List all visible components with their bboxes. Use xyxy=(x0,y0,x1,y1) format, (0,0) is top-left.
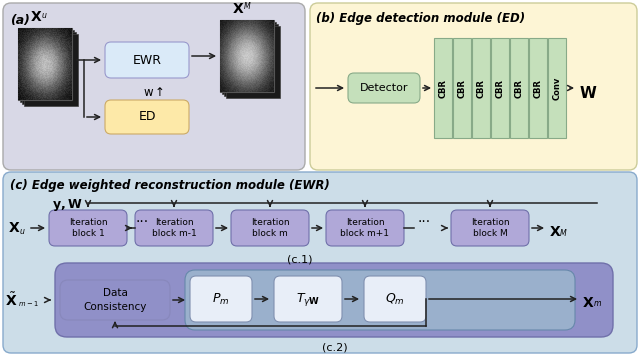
Bar xyxy=(510,38,528,138)
Bar xyxy=(548,38,566,138)
FancyBboxPatch shape xyxy=(60,280,170,320)
Text: CBR: CBR xyxy=(477,79,486,98)
FancyBboxPatch shape xyxy=(105,42,189,78)
Bar xyxy=(222,22,276,94)
Bar xyxy=(20,30,74,102)
FancyBboxPatch shape xyxy=(310,3,637,170)
Text: $Q_m$: $Q_m$ xyxy=(385,292,405,307)
Text: $P_m$: $P_m$ xyxy=(212,292,230,307)
FancyBboxPatch shape xyxy=(49,210,127,246)
Text: CBR: CBR xyxy=(534,79,543,98)
Text: Data
Consistency: Data Consistency xyxy=(83,288,147,312)
Text: Iteration
block 1: Iteration block 1 xyxy=(68,218,108,239)
Text: $\mathbf{X}$: $\mathbf{X}$ xyxy=(232,2,244,16)
FancyBboxPatch shape xyxy=(3,172,637,353)
Text: Iteration
block m: Iteration block m xyxy=(251,218,289,239)
Text: $\mathbf{X}$: $\mathbf{X}$ xyxy=(549,225,561,239)
FancyBboxPatch shape xyxy=(326,210,404,246)
Bar xyxy=(24,34,78,106)
Text: $\tilde{\mathbf{X}}$: $\tilde{\mathbf{X}}$ xyxy=(5,291,17,309)
Text: ...: ... xyxy=(136,211,148,225)
FancyBboxPatch shape xyxy=(185,270,575,330)
Text: ...: ... xyxy=(417,211,431,225)
Bar xyxy=(224,24,278,96)
Text: Conv: Conv xyxy=(552,76,561,100)
Text: (c.1): (c.1) xyxy=(287,254,313,264)
Text: Iteration
block m-1: Iteration block m-1 xyxy=(152,218,196,239)
Text: $_u$: $_u$ xyxy=(19,227,26,237)
Text: (c) Edge weighted reconstruction module (EWR): (c) Edge weighted reconstruction module … xyxy=(10,179,330,192)
Text: $_M$: $_M$ xyxy=(243,1,252,13)
FancyBboxPatch shape xyxy=(231,210,309,246)
Text: Iteration
block M: Iteration block M xyxy=(470,218,509,239)
Text: ED: ED xyxy=(138,110,156,124)
Bar xyxy=(18,28,72,100)
Text: $_{m-1}$: $_{m-1}$ xyxy=(18,299,39,309)
Text: Iteration
block m+1: Iteration block m+1 xyxy=(340,218,390,239)
Text: $_M$: $_M$ xyxy=(559,228,568,240)
Text: (b) Edge detection module (ED): (b) Edge detection module (ED) xyxy=(316,12,525,25)
Text: $\mathbf{y, W}$: $\mathbf{y, W}$ xyxy=(52,197,83,213)
Bar xyxy=(220,20,274,92)
Text: (a): (a) xyxy=(10,14,30,27)
Text: $\mathbf{X}$: $\mathbf{X}$ xyxy=(582,296,595,310)
Bar xyxy=(472,38,490,138)
Text: $T_{\gamma\mathbf{W}}$: $T_{\gamma\mathbf{W}}$ xyxy=(296,290,320,308)
Text: CBR: CBR xyxy=(438,79,447,98)
FancyBboxPatch shape xyxy=(451,210,529,246)
Text: Detector: Detector xyxy=(360,83,408,93)
FancyBboxPatch shape xyxy=(135,210,213,246)
Bar xyxy=(22,32,76,104)
Bar xyxy=(529,38,547,138)
Text: CBR: CBR xyxy=(495,79,504,98)
FancyBboxPatch shape xyxy=(274,276,342,322)
Bar xyxy=(453,38,471,138)
Text: $_u$: $_u$ xyxy=(41,11,47,21)
Bar xyxy=(491,38,509,138)
Text: CBR: CBR xyxy=(458,79,467,98)
Text: EWR: EWR xyxy=(132,53,161,67)
Text: $\mathbf{X}$: $\mathbf{X}$ xyxy=(8,221,20,235)
Text: CBR: CBR xyxy=(515,79,524,98)
Text: (c.2): (c.2) xyxy=(322,342,348,352)
Text: w$\uparrow$: w$\uparrow$ xyxy=(143,87,164,99)
Text: $\mathbf{W}$: $\mathbf{W}$ xyxy=(579,85,597,101)
FancyBboxPatch shape xyxy=(364,276,426,322)
FancyBboxPatch shape xyxy=(3,3,305,170)
FancyBboxPatch shape xyxy=(190,276,252,322)
Text: $\mathbf{X}$: $\mathbf{X}$ xyxy=(30,10,42,24)
Text: $_m$: $_m$ xyxy=(593,299,602,309)
FancyBboxPatch shape xyxy=(348,73,420,103)
Bar xyxy=(226,26,280,98)
FancyBboxPatch shape xyxy=(55,263,613,337)
FancyBboxPatch shape xyxy=(105,100,189,134)
Bar xyxy=(434,38,452,138)
